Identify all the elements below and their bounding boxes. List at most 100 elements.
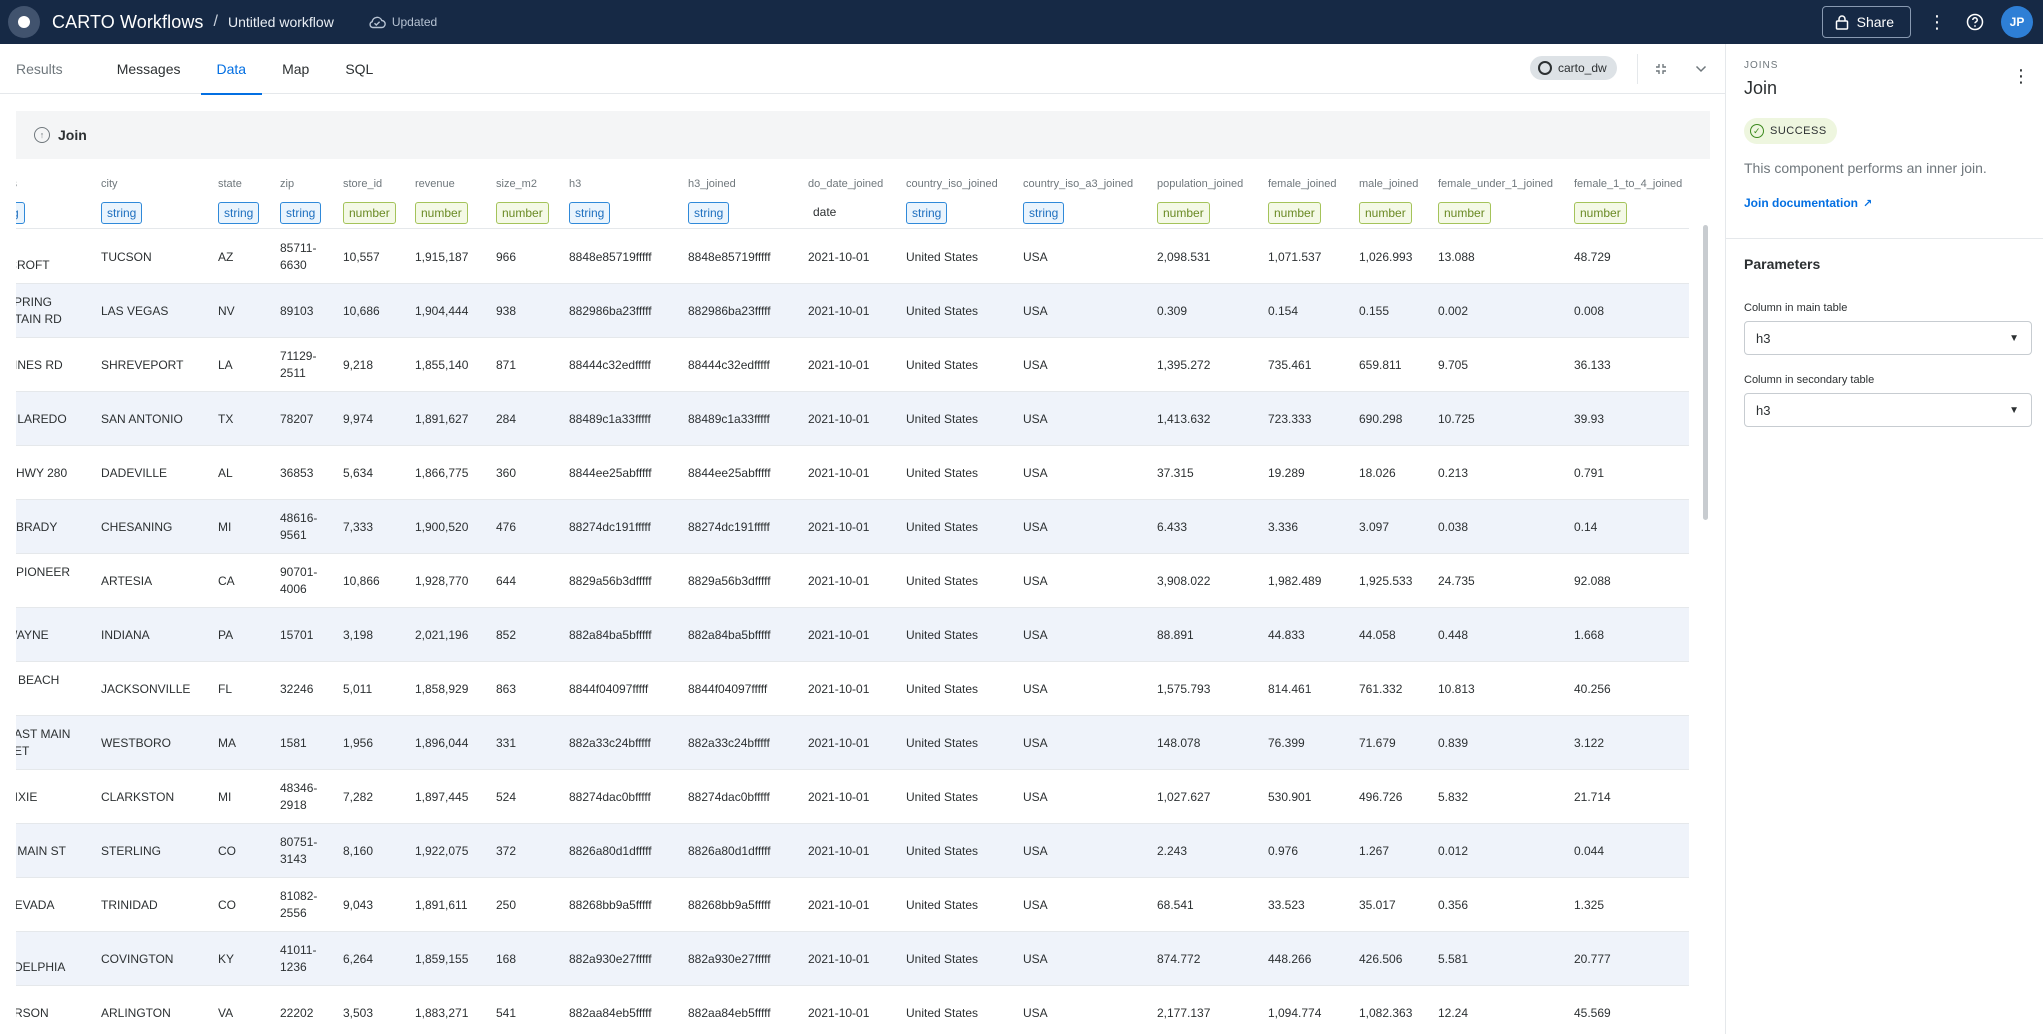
table-cell: USA	[1023, 249, 1048, 264]
column-header[interactable]: female_under_1_joined number	[1438, 167, 1570, 229]
join-documentation-link[interactable]: Join documentation ↗	[1744, 196, 1872, 210]
table-row[interactable]: S LAREDO SAN ANTONIO TX 78207 9,974 1,891,627…	[16, 392, 1689, 446]
column-header[interactable]: do_date_joined date	[808, 167, 902, 229]
table-row[interactable]: SPRING NTAIN RD LAS VEGAS NV 89103 10,686 1,9…	[16, 284, 1689, 338]
table-cell: 1,395.272	[1157, 357, 1211, 372]
secondary-column-label: Column in secondary table	[1744, 374, 1875, 386]
table-cell: 78207	[280, 411, 314, 426]
column-header[interactable]: store_id number	[343, 167, 411, 229]
table-row[interactable]: DIXIE CLARKSTON MI 48346- 2918 7,282 1,897,4…	[16, 770, 1689, 824]
table-row[interactable]: ADELPHIA COVINGTON KY 41011- 1236 6,264 1,859…	[16, 932, 1689, 986]
table-cell: 10.725	[1438, 411, 1475, 426]
carto-logo-icon[interactable]	[8, 6, 40, 38]
table-cell: 2021-10-01	[808, 897, 870, 912]
table-cell: USA	[1023, 627, 1048, 642]
table-cell: VA	[218, 1005, 234, 1020]
table-cell: 360	[496, 465, 517, 480]
column-header[interactable]: country_iso_joined string	[906, 167, 1020, 229]
tab-results[interactable]: Results	[16, 60, 63, 77]
avatar[interactable]: JP	[2001, 6, 2033, 38]
table-row[interactable]: 3 PIONEER ). ARTESIA CA 90701- 4006 10,866 1,…	[16, 554, 1689, 608]
table-row[interactable]: NEVADA TRINIDAD CO 81082- 2556 9,043 1,891,6…	[16, 878, 1689, 932]
table-row[interactable]: V MAIN ST STERLING CO 80751- 3143 8,160 1,922…	[16, 824, 1689, 878]
table-cell: WESTBORO	[101, 735, 172, 750]
table-cell: 44.058	[1359, 627, 1396, 642]
column-header[interactable]: female_joined number	[1268, 167, 1355, 229]
table-row[interactable]: D BEACH ) JACKSONVILLE FL 32246 5,011 1,858,9…	[16, 662, 1689, 716]
table-row[interactable]: ERSON ARLINGTON VA 22202 3,503 1,883,271 541 88…	[16, 986, 1689, 1034]
more-vert-icon[interactable]: ⋮	[1928, 11, 1946, 32]
column-header[interactable]: city string	[101, 167, 213, 229]
table-row[interactable]: WAYNE INDIANA PA 15701 3,198 2,021,196 852 882…	[16, 608, 1689, 662]
table-cell: 22202	[280, 1005, 314, 1020]
table-cell: DADEVILLE	[101, 465, 168, 480]
tab-map[interactable]: Map	[282, 60, 310, 77]
table-cell: 1.325	[1574, 897, 1605, 912]
table-cell: 1,413.632	[1157, 411, 1211, 426]
column-header[interactable]: h3 string	[569, 167, 684, 229]
table-row[interactable]: 3 BRADY CHESANING MI 48616- 9561 7,333 1,900,…	[16, 500, 1689, 554]
table-scrollbar[interactable]	[1703, 225, 1708, 520]
table-cell: USA	[1023, 843, 1048, 858]
column-type-badge: number	[343, 202, 396, 224]
collapse-icon[interactable]	[1649, 57, 1673, 81]
column-header[interactable]: country_iso_a3_joined string	[1023, 167, 1153, 229]
table-cell: United States	[906, 627, 979, 642]
tab-messages[interactable]: Messages	[116, 60, 181, 77]
status-badge: ✓ SUCCESS	[1744, 118, 1837, 144]
table-cell: 36.133	[1574, 357, 1611, 372]
table-cell: USA	[1023, 1005, 1048, 1020]
table-cell: 1,858,929	[415, 681, 469, 696]
table-cell: 863	[496, 681, 517, 696]
column-header[interactable]: female_1_to_4_joined number	[1574, 167, 1689, 229]
table-cell: 48.729	[1574, 249, 1611, 264]
table-cell: 24.735	[1438, 573, 1475, 588]
column-header[interactable]: state string	[218, 167, 276, 229]
table-cell: 882a84ba5bfffff	[688, 627, 771, 642]
component-title: Join	[1744, 78, 1778, 98]
secondary-column-select[interactable]: h3 ▼	[1744, 393, 2032, 427]
tab-sql[interactable]: SQL	[345, 60, 374, 77]
top-bar: CARTO Workflows / Untitled workflow Upda…	[0, 0, 2043, 44]
column-header[interactable]: ss g	[16, 167, 96, 229]
chevron-down-icon[interactable]	[1689, 57, 1713, 81]
check-circle-icon: ✓	[1750, 124, 1764, 138]
table-cell: 6.433	[1157, 519, 1188, 534]
table-cell: 88489c1a33fffff	[688, 411, 770, 426]
table-row[interactable]: 6 HWY 280 DADEVILLE AL 36853 5,634 1,866,775 3…	[16, 446, 1689, 500]
table-row[interactable]: S 'CROFT TUCSON AZ 85711- 6630 10,557 1,915,1…	[16, 230, 1689, 284]
column-header[interactable]: h3_joined string	[688, 167, 804, 229]
table-cell: 10,866	[343, 573, 380, 588]
table-cell: United States	[906, 303, 979, 318]
column-header[interactable]: zip string	[280, 167, 340, 229]
main-column-value: h3	[1756, 330, 1771, 346]
share-button[interactable]: Share	[1821, 6, 1911, 38]
column-header[interactable]: male_joined number	[1359, 167, 1435, 229]
table-cell: 761.332	[1359, 681, 1403, 696]
more-vert-icon[interactable]: ⋮	[2012, 66, 2030, 86]
column-header[interactable]: size_m2 number	[496, 167, 566, 229]
column-header[interactable]: revenue number	[415, 167, 493, 229]
column-header[interactable]: population_joined number	[1157, 167, 1264, 229]
table-cell: 8829a56b3dfffff	[569, 573, 652, 588]
table-cell: United States	[906, 249, 979, 264]
table-cell: 1,891,611	[415, 897, 468, 912]
table-cell: 1,082.363	[1359, 1005, 1413, 1020]
table-cell: SHREVEPORT	[101, 357, 184, 372]
table-row[interactable]: EAST MAIN EET WESTBORO MA 1581 1,956 1,896,04…	[16, 716, 1689, 770]
title-separator: /	[213, 13, 218, 30]
help-icon[interactable]	[1963, 10, 1987, 34]
connection-chip[interactable]: carto_dw	[1530, 56, 1617, 80]
table-cell: 882aa84eb5fffff	[569, 1005, 652, 1020]
main-column-select[interactable]: h3 ▼	[1744, 321, 2032, 355]
table-cell: United States	[906, 573, 979, 588]
table-cell: 8848e85719fffff	[688, 249, 771, 264]
tab-data[interactable]: Data	[200, 44, 263, 95]
table-cell: 2,177.137	[1157, 1005, 1211, 1020]
table-cell: 88274dc191fffff	[569, 519, 651, 534]
table-cell: 1,026.993	[1359, 249, 1413, 264]
workflow-name[interactable]: Untitled workflow	[227, 14, 334, 30]
table-cell: United States	[906, 789, 979, 804]
divider	[1726, 238, 2043, 239]
table-row[interactable]: PINES RD SHREVEPORT LA 71129- 2511 9,218 1,85…	[16, 338, 1689, 392]
